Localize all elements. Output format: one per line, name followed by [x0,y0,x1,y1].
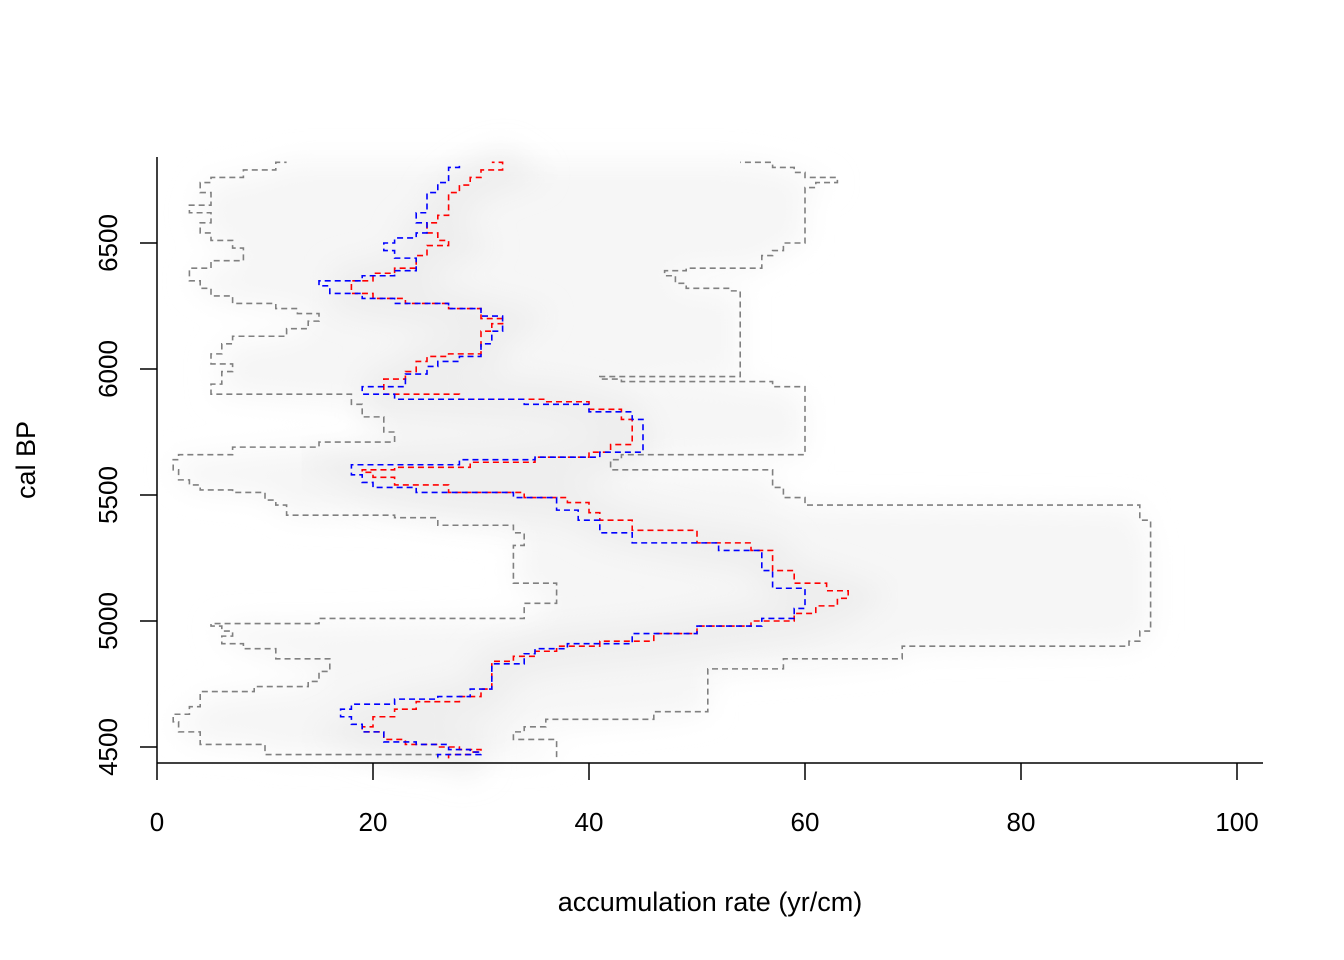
y-tick-label: 5000 [93,592,123,650]
x-tick-label: 20 [359,807,388,837]
median-line [318,162,806,758]
y-ticks: 4500 5000 5500 6000 6500 [93,214,157,776]
upper-bound-line [512,161,1152,758]
y-tick-label: 4500 [93,718,123,776]
x-tick-label: 80 [1007,807,1036,837]
density-shading [173,145,1151,779]
series-layer [172,161,1152,759]
x-ticks: 0 20 40 60 80 100 [150,763,1259,837]
lower-bound-line [172,161,558,759]
y-tick-label: 6000 [93,340,123,398]
y-tick-label: 6500 [93,214,123,272]
x-axis-title: accumulation rate (yr/cm) [558,887,863,917]
density-core [284,145,892,779]
x-tick-label: 40 [575,807,604,837]
y-axis-title: cal BP [11,421,41,499]
x-tick-label: 100 [1215,807,1258,837]
x-tick-label: 60 [791,807,820,837]
x-tick-label: 0 [150,807,164,837]
y-tick-label: 5500 [93,466,123,524]
